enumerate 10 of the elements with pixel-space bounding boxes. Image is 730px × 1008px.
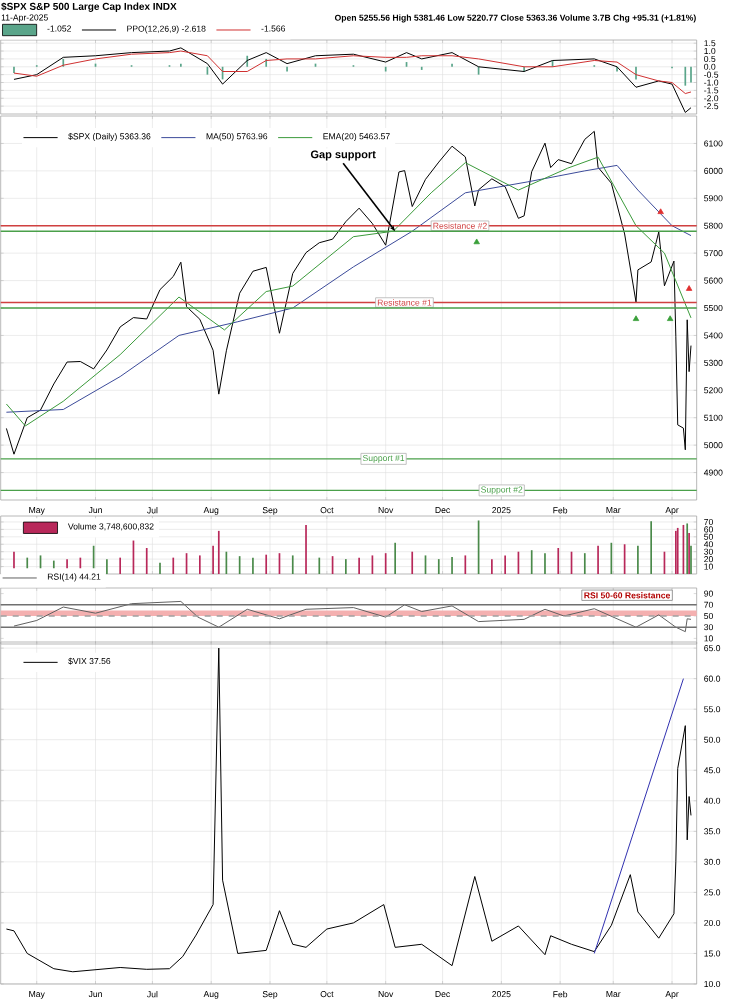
point — [667, 315, 674, 321]
point — [473, 238, 481, 245]
line-series — [13, 47, 692, 113]
line-series — [13, 50, 692, 95]
point — [657, 208, 665, 215]
point — [686, 285, 693, 291]
line-series — [6, 130, 692, 455]
line-series — [6, 647, 692, 973]
point — [633, 315, 640, 321]
line-series — [13, 600, 692, 633]
